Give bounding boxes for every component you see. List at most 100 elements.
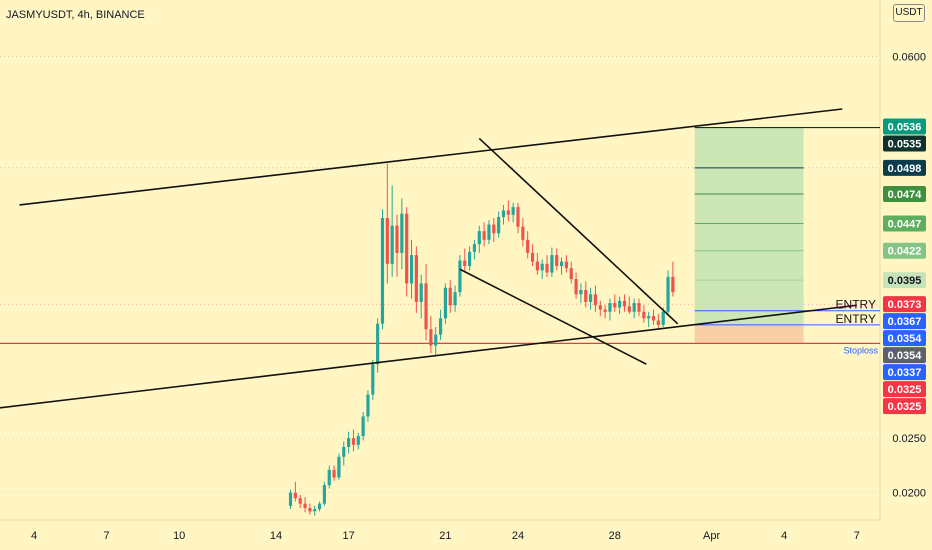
x-tick-label: 24 [512, 530, 524, 542]
candle-body [642, 311, 646, 319]
candle-body [487, 224, 491, 240]
price-tag [883, 159, 926, 176]
x-tick-label: 7 [104, 530, 110, 542]
candle-body [530, 252, 535, 262]
price-tag-label: 0.0367 [888, 316, 922, 328]
candle-body [356, 436, 360, 445]
candle-body [361, 416, 365, 437]
candle-body [453, 292, 457, 306]
candle-body [555, 255, 559, 266]
x-tick-label: Apr [703, 530, 720, 542]
candle-body [671, 276, 675, 293]
candle-body [322, 485, 326, 504]
y-tick-label: 0.0250 [892, 433, 926, 445]
candle-body [651, 316, 656, 321]
price-tag-label: 0.0354 [888, 350, 923, 362]
candle-body [303, 503, 307, 509]
currency-button[interactable]: USDT [893, 4, 925, 22]
price-tag [883, 272, 926, 289]
price-tag [883, 242, 926, 259]
price-tag [883, 364, 926, 381]
candle-body [589, 294, 593, 302]
candle-body [308, 508, 312, 512]
candle-body [366, 394, 370, 417]
price-tag [883, 118, 926, 135]
candle-body [414, 255, 418, 302]
entry-label: ENTRY [836, 298, 876, 312]
candle-body [477, 231, 481, 245]
candle-body [608, 303, 612, 312]
price-tag [883, 330, 926, 347]
candle-body [337, 456, 341, 478]
candle-body [468, 251, 472, 266]
candle-body [332, 469, 336, 478]
symbol-header: JASMYUSDT, 4h, BINANCE [6, 9, 145, 21]
price-tag-label: 0.0422 [888, 246, 922, 258]
candle-body [627, 306, 631, 312]
price-tag-label: 0.0498 [888, 163, 922, 175]
x-tick-label: 21 [439, 530, 451, 542]
price-tag-label: 0.0535 [888, 138, 922, 150]
candle-body [574, 279, 578, 295]
y-tick-label: 0.0200 [892, 488, 926, 500]
candle-body [463, 260, 467, 266]
candle-body [443, 287, 447, 319]
candle-body [458, 260, 462, 293]
price-tag-label: 0.0354 [888, 333, 923, 345]
candle-body [598, 305, 602, 310]
candle-body [448, 287, 452, 306]
candle-body [613, 303, 617, 308]
price-tag-label: 0.0325 [888, 401, 922, 413]
price-tag-label: 0.0395 [888, 275, 922, 287]
trendline-wedge-upper [478, 137, 679, 325]
candle-body [395, 225, 399, 253]
candle-body [293, 492, 297, 499]
candle-body [390, 225, 394, 264]
x-tick-label: 17 [342, 530, 354, 542]
candle-body [371, 364, 375, 395]
candle-body [516, 207, 520, 227]
candle-body [511, 207, 515, 215]
price-tag [883, 313, 926, 330]
price-tag [883, 186, 926, 203]
x-tick-label: 10 [173, 530, 185, 542]
candle-body [313, 509, 317, 512]
candle-body [429, 329, 433, 346]
candle-body [419, 283, 423, 302]
price-tag [883, 347, 926, 364]
candle-body [434, 334, 438, 346]
candle-body [385, 218, 389, 264]
candle-body [603, 309, 607, 312]
trendline-wedge-lower [459, 268, 647, 365]
price-tag [883, 296, 926, 313]
x-tick-label: 28 [609, 530, 621, 542]
trendline-lower-channel [0, 304, 857, 409]
candle-body [622, 300, 627, 307]
candle-body [347, 438, 351, 447]
price-tag [883, 135, 926, 152]
candle-body [526, 239, 530, 253]
price-tag-label: 0.0447 [888, 218, 922, 230]
candle-body [550, 255, 554, 273]
candle-body [618, 300, 622, 308]
candle-body [492, 224, 496, 234]
candle-body [351, 438, 356, 445]
risk-zone [694, 324, 804, 344]
entry-label: ENTRY [836, 312, 876, 326]
price-tag [883, 398, 926, 415]
x-tick-label: 14 [270, 530, 282, 542]
candle-body [342, 446, 346, 457]
candle-body [376, 323, 380, 365]
price-tag [883, 215, 926, 232]
candle-body [661, 311, 665, 325]
candle-body [501, 210, 506, 217]
price-tag-label: 0.0337 [888, 367, 922, 379]
price-tag [883, 381, 926, 398]
price-tag-label: 0.0325 [888, 384, 922, 396]
x-tick-label: 7 [854, 530, 860, 542]
x-tick-label: 4 [31, 530, 37, 542]
candle-body [317, 503, 322, 510]
candle-body [405, 213, 409, 284]
candle-body [400, 213, 404, 253]
